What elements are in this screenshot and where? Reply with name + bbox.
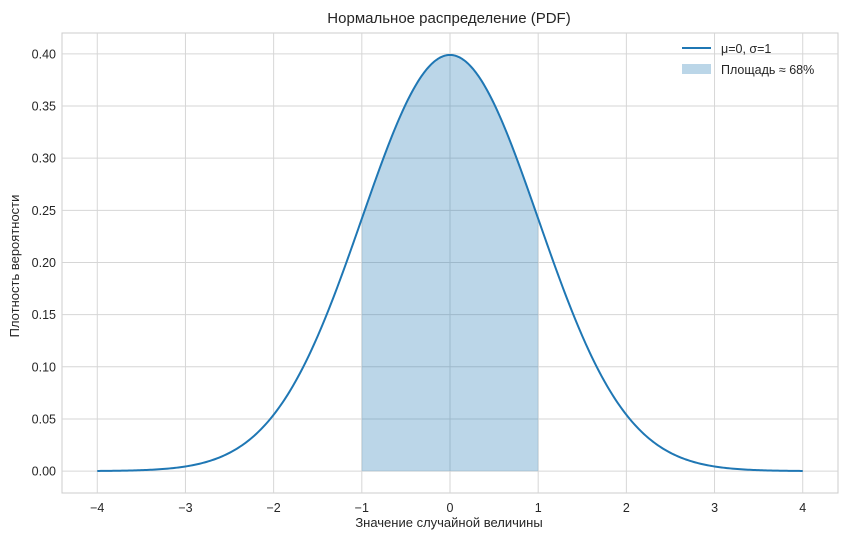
y-axis-label: Плотность вероятности bbox=[7, 195, 22, 338]
y-tick-label: 0.25 bbox=[32, 204, 56, 218]
legend-label-line: μ=0, σ=1 bbox=[721, 42, 771, 56]
y-tick-label: 0.40 bbox=[32, 47, 56, 61]
x-tick-label: 2 bbox=[623, 501, 630, 515]
x-axis-label: Значение случайной величины bbox=[355, 515, 542, 530]
x-tick-label: −2 bbox=[267, 501, 281, 515]
y-tick-label: 0.30 bbox=[32, 152, 56, 166]
y-axis: 0.00 0.05 0.10 0.15 0.20 0.25 0.30 0.35 0.40 bbox=[32, 47, 56, 478]
plot-area bbox=[61, 32, 839, 494]
x-tick-label: −4 bbox=[90, 501, 104, 515]
y-tick-label: 0.20 bbox=[32, 256, 56, 270]
y-tick-label: 0.10 bbox=[32, 360, 56, 374]
pdf-curve-line bbox=[97, 53, 803, 472]
line-layer bbox=[97, 53, 803, 472]
fill-area-layer bbox=[361, 54, 539, 472]
x-tick-label: −3 bbox=[178, 501, 192, 515]
x-tick-label: 4 bbox=[799, 501, 806, 515]
x-tick-label: 3 bbox=[711, 501, 718, 515]
x-axis: −4 −3 −2 −1 0 1 2 3 4 bbox=[90, 501, 806, 515]
y-tick-label: 0.00 bbox=[32, 465, 56, 479]
x-tick-label: −1 bbox=[355, 501, 369, 515]
x-tick-label: 0 bbox=[447, 501, 454, 515]
shaded-area-68pct bbox=[361, 54, 539, 472]
y-tick-label: 0.35 bbox=[32, 100, 56, 114]
legend-label-fill: Площадь ≈ 68% bbox=[721, 63, 814, 77]
legend-fill-swatch bbox=[682, 64, 711, 74]
y-tick-label: 0.15 bbox=[32, 308, 56, 322]
y-tick-label: 0.05 bbox=[32, 412, 56, 426]
legend: μ=0, σ=1 Площадь ≈ 68% bbox=[682, 42, 814, 77]
chart-title: Нормальное распределение (PDF) bbox=[327, 10, 570, 27]
x-tick-label: 1 bbox=[535, 501, 542, 515]
